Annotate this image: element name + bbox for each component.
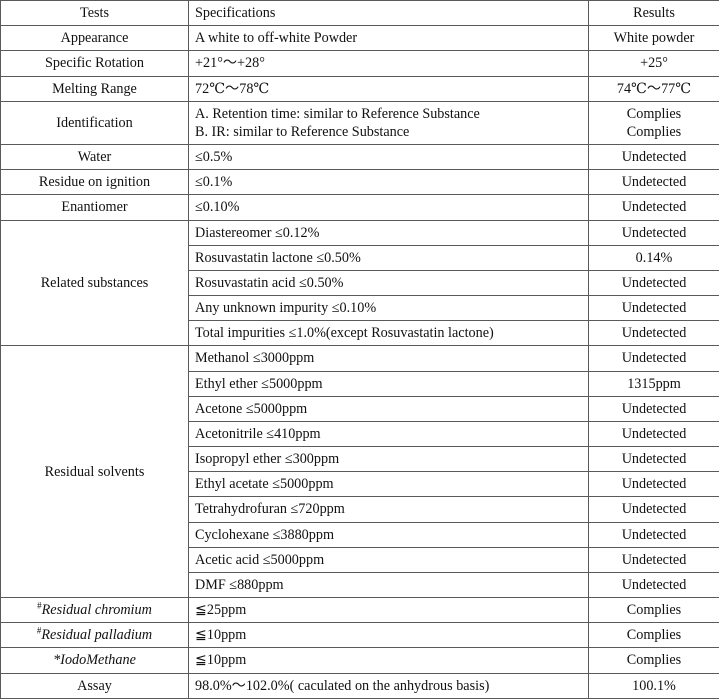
test-name: #Residual palladium: [1, 623, 189, 648]
test-spec: DMF ≤880ppm: [189, 572, 589, 597]
test-spec-line-a: A. Retention time: similar to Reference …: [195, 105, 582, 123]
test-result: White powder: [589, 26, 719, 51]
test-result: Undetected: [589, 321, 719, 346]
test-spec-line-b: B. IR: similar to Reference Substance: [195, 123, 582, 141]
test-spec: ≦10ppm: [189, 623, 589, 648]
test-spec: Acetic acid ≤5000ppm: [189, 547, 589, 572]
test-result: Complies: [589, 598, 719, 623]
column-header-tests: Tests: [1, 1, 189, 26]
test-result: Undetected: [589, 195, 719, 220]
table-row-assay: Assay 98.0%～102.0%( caculated on the anh…: [1, 673, 719, 698]
test-spec: +21°～+28°: [189, 51, 589, 76]
test-name: #Residual chromium: [1, 598, 189, 623]
test-result: Undetected: [589, 270, 719, 295]
test-spec: Ethyl ether ≤5000ppm: [189, 371, 589, 396]
test-result: Complies: [589, 623, 719, 648]
test-result: Undetected: [589, 296, 719, 321]
test-result: 100.1%: [589, 673, 719, 698]
group-label-residual-solvents: Residual solvents: [1, 346, 189, 598]
test-spec: Methanol ≤3000ppm: [189, 346, 589, 371]
test-name: Residue on ignition: [1, 170, 189, 195]
test-spec: Total impurities ≤1.0%(except Rosuvastat…: [189, 321, 589, 346]
test-result: Undetected: [589, 421, 719, 446]
test-spec: Any unknown impurity ≤0.10%: [189, 296, 589, 321]
test-spec: Ethyl acetate ≤5000ppm: [189, 472, 589, 497]
test-spec: A white to off-white Powder: [189, 26, 589, 51]
test-result: Undetected: [589, 472, 719, 497]
test-result: 74℃～77℃: [589, 76, 719, 101]
test-result: Undetected: [589, 497, 719, 522]
test-name: Assay: [1, 673, 189, 698]
test-spec: 72℃～78℃: [189, 76, 589, 101]
test-spec: Rosuvastatin lactone ≤0.50%: [189, 245, 589, 270]
test-name-label: Residual palladium: [41, 627, 152, 643]
table-row: Water ≤0.5% Undetected: [1, 145, 719, 170]
test-result: Undetected: [589, 220, 719, 245]
test-name: Water: [1, 145, 189, 170]
table-row-identification: Identification A. Retention time: simila…: [1, 101, 719, 144]
test-result: Undetected: [589, 170, 719, 195]
test-result-line-b: Complies: [595, 123, 713, 141]
test-result: Undetected: [589, 145, 719, 170]
test-result: 1315ppm: [589, 371, 719, 396]
test-name: Specific Rotation: [1, 51, 189, 76]
table-row: Residue on ignition ≤0.1% Undetected: [1, 170, 719, 195]
table-row: Enantiomer ≤0.10% Undetected: [1, 195, 719, 220]
test-result: Undetected: [589, 396, 719, 421]
test-spec: Diastereomer ≤0.12%: [189, 220, 589, 245]
test-spec: ≤0.1%: [189, 170, 589, 195]
test-result: Undetected: [589, 547, 719, 572]
test-result: Undetected: [589, 346, 719, 371]
test-name: Appearance: [1, 26, 189, 51]
table-row-related-substance: Related substances Diastereomer ≤0.12% U…: [1, 220, 719, 245]
test-result-line-a: Complies: [595, 105, 713, 123]
table-header-row: Tests Specifications Results: [1, 1, 719, 26]
test-result: Undetected: [589, 572, 719, 597]
table-row-residual-solvent: Residual solvents Methanol ≤3000ppm Unde…: [1, 346, 719, 371]
table-row: Appearance A white to off-white Powder W…: [1, 26, 719, 51]
test-spec: ≤0.5%: [189, 145, 589, 170]
test-result: Undetected: [589, 522, 719, 547]
test-result: +25°: [589, 51, 719, 76]
test-result: Undetected: [589, 447, 719, 472]
test-spec: A. Retention time: similar to Reference …: [189, 101, 589, 144]
test-spec: Cyclohexane ≤3880ppm: [189, 522, 589, 547]
test-spec: Isopropyl ether ≤300ppm: [189, 447, 589, 472]
column-header-results: Results: [589, 1, 719, 26]
group-label-related-substances: Related substances: [1, 220, 189, 346]
test-result: 0.14%: [589, 245, 719, 270]
column-header-specifications: Specifications: [189, 1, 589, 26]
test-name-label: IodoMethane: [60, 652, 136, 668]
test-spec: Acetone ≤5000ppm: [189, 396, 589, 421]
test-spec: ≦10ppm: [189, 648, 589, 673]
test-name: *IodoMethane: [1, 648, 189, 673]
table-row-residual-chromium: #Residual chromium ≦25ppm Complies: [1, 598, 719, 623]
test-spec: 98.0%～102.0%( caculated on the anhydrous…: [189, 673, 589, 698]
table-row: Melting Range 72℃～78℃ 74℃～77℃: [1, 76, 719, 101]
test-spec: Tetrahydrofuran ≤720ppm: [189, 497, 589, 522]
test-name: Melting Range: [1, 76, 189, 101]
test-name: Enantiomer: [1, 195, 189, 220]
test-name: Identification: [1, 101, 189, 144]
table-row: Specific Rotation +21°～+28° +25°: [1, 51, 719, 76]
test-result: Complies: [589, 648, 719, 673]
test-spec: Acetonitrile ≤410ppm: [189, 421, 589, 446]
test-name-label: Residual chromium: [42, 602, 152, 618]
table-row-residual-palladium: #Residual palladium ≦10ppm Complies: [1, 623, 719, 648]
test-result: Complies Complies: [589, 101, 719, 144]
test-spec: ≤0.10%: [189, 195, 589, 220]
table-row-iodomethane: *IodoMethane ≦10ppm Complies: [1, 648, 719, 673]
test-spec: Rosuvastatin acid ≤0.50%: [189, 270, 589, 295]
test-spec: ≦25ppm: [189, 598, 589, 623]
